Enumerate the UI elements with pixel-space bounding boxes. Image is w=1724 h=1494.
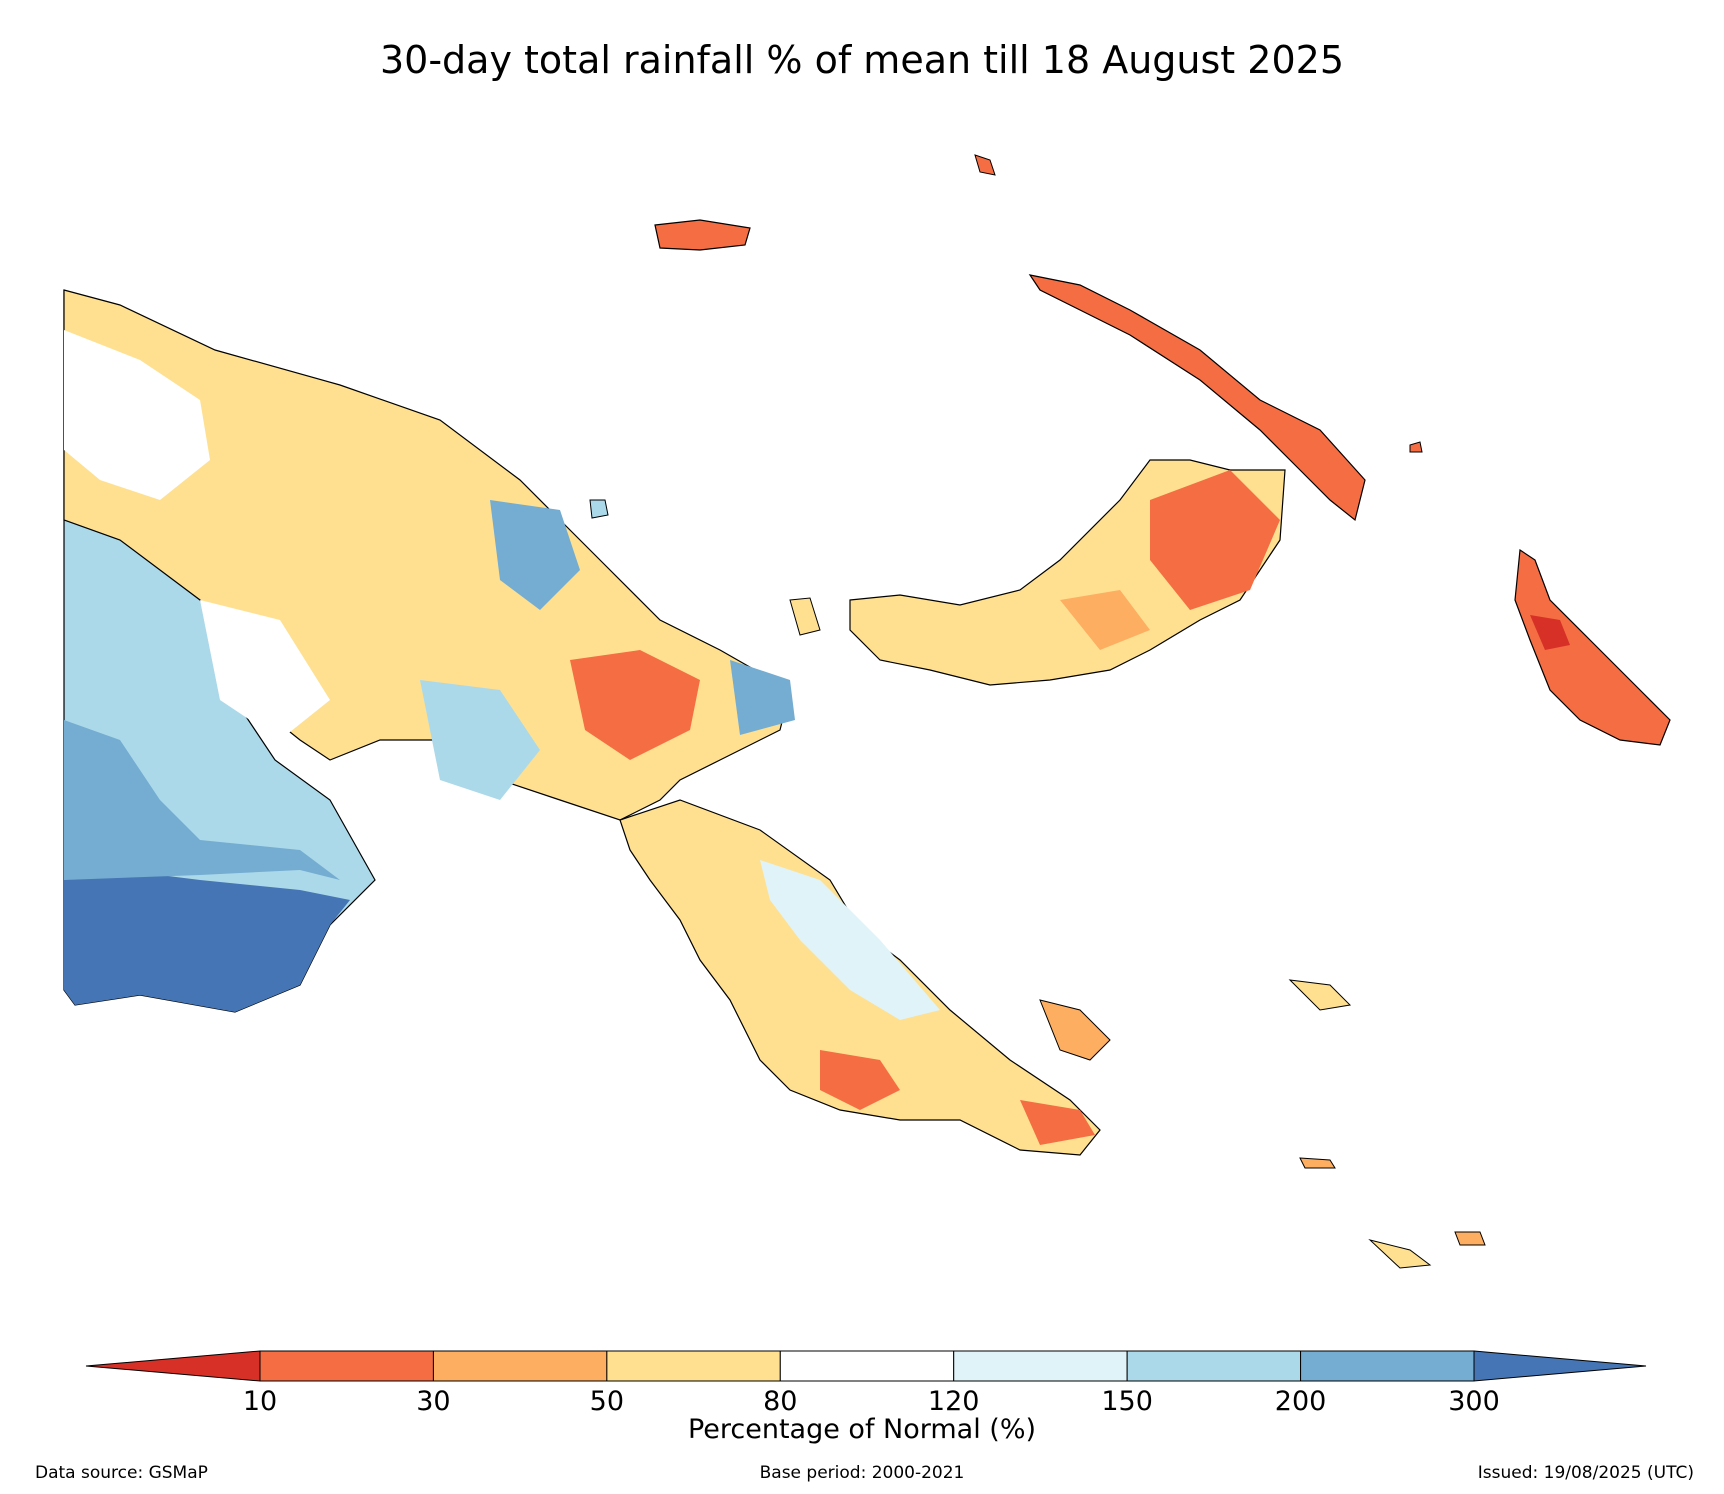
bougainville <box>1514 548 1671 746</box>
zone-peninsula-blue <box>760 860 940 1020</box>
island-nissan <box>1409 441 1423 453</box>
island-woodlark <box>1288 979 1352 1011</box>
colorbar-segment <box>779 1350 955 1382</box>
colorbar-tick-label: 30 <box>416 1386 451 1417</box>
island-d-entrecasteaux <box>1039 999 1111 1061</box>
zone-nb-orange <box>1060 590 1150 650</box>
colorbar-tick-label: 150 <box>1101 1386 1153 1417</box>
colorbar-segment <box>1126 1350 1302 1382</box>
zone-central-blue <box>420 680 540 800</box>
island-rossel <box>1454 1231 1486 1246</box>
base-period-note: Base period: 2000-2021 <box>759 1463 965 1483</box>
zone-north-white <box>64 330 210 500</box>
colorbar-tick-label: 80 <box>763 1386 798 1417</box>
map-title: 30-day total rainfall % of mean till 18 … <box>379 38 1344 82</box>
zone-southwest-mid <box>64 720 340 880</box>
zone-highlands-red <box>570 650 700 760</box>
colorbar-segment <box>259 1350 434 1382</box>
colorbar-extend-high <box>1473 1350 1647 1382</box>
colorbar-tick-label: 120 <box>927 1386 980 1417</box>
zone-west-white <box>200 600 330 740</box>
zone-sepik-blue <box>490 500 580 610</box>
colorbar-tick-label: 50 <box>589 1386 625 1417</box>
zone-east-blue <box>730 660 795 735</box>
zone-nb-red <box>1150 470 1280 610</box>
zone-bougainville-dark <box>1530 615 1570 650</box>
island-louisiade <box>1368 1239 1432 1269</box>
zone-south-dark <box>64 870 350 1012</box>
colorbar-tick-label: 200 <box>1274 1386 1327 1417</box>
colorbar-segment <box>953 1350 1128 1382</box>
colorbar-label: Percentage of Normal (%) <box>687 1414 1037 1445</box>
colorbar-segment <box>432 1350 608 1382</box>
colorbar-tick-label: 300 <box>1448 1386 1500 1417</box>
zone-peninsula-red <box>820 1050 900 1110</box>
colorbar-segment <box>1300 1350 1475 1382</box>
island-karkar <box>589 499 609 519</box>
colorbar-extend-low <box>85 1350 261 1382</box>
manus-island <box>654 219 751 251</box>
new-ireland <box>1028 274 1366 522</box>
colorbar-segment <box>606 1350 781 1382</box>
issued-note: Issued: 19/08/2025 (UTC) <box>1477 1463 1694 1483</box>
island-misima <box>1299 1157 1336 1169</box>
island-emirau <box>974 154 996 176</box>
data-source-note: Data source: GSMaP <box>35 1463 208 1483</box>
island-umboi <box>789 597 821 636</box>
zone-tip-red <box>1020 1100 1095 1145</box>
colorbar-tick-label: 10 <box>242 1386 278 1417</box>
